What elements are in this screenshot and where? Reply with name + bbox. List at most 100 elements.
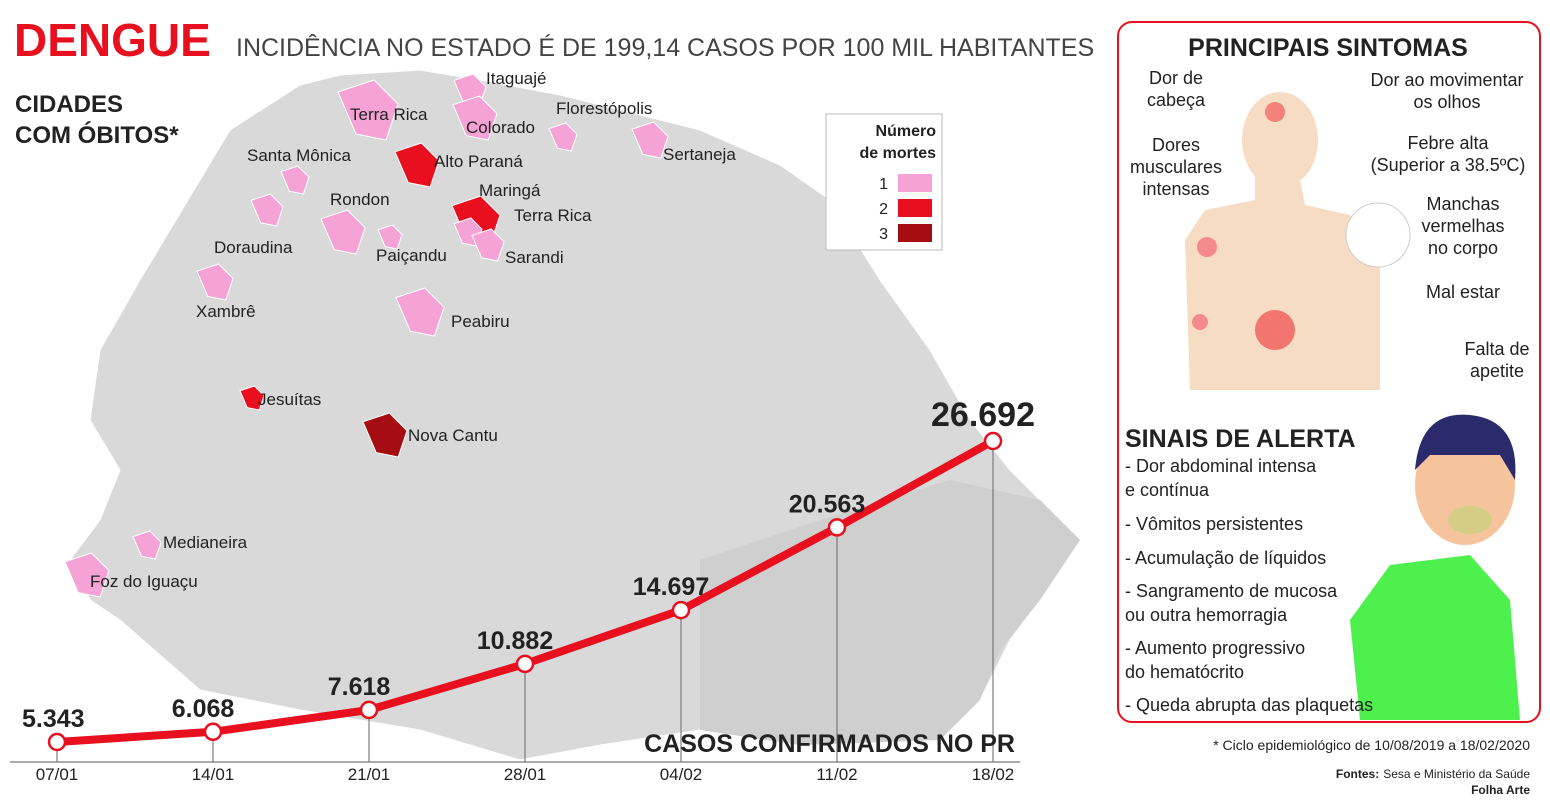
city-shape [377,224,403,250]
value-label: 14.697 [633,573,709,601]
alert-item-line: - Queda abrupta das plaquetas [1125,695,1373,715]
city-label: Medianeira [163,533,248,552]
symptom-label-line: Dor ao movimentar [1370,70,1523,90]
point [983,431,1003,451]
city-label: Doraudina [214,238,293,257]
city-label: Santa Mônica [247,146,351,165]
symptom-label-line: Dor de [1149,68,1203,88]
legend-label: 3 [879,226,888,243]
city-shape [196,263,234,301]
x-tick-label: 28/01 [504,765,547,784]
legend-title: Número de mortes [860,123,937,162]
sources-text: Sesa e Ministério da Saúde [1383,767,1530,781]
point [671,600,691,620]
x-tick-label: 18/02 [972,765,1015,784]
alert-item: - Aumento progressivo do hematócrito [1125,638,1305,682]
point [515,654,535,674]
person-figure [1350,414,1520,720]
alert-item-line: - Vômitos persistentes [1125,514,1303,534]
symptom-label: Dor de cabeça [1147,68,1206,110]
city-shape [471,228,505,262]
point [359,700,379,720]
alert-item-line: do hematócrito [1125,662,1244,682]
city-shape [320,209,366,255]
city-label: Terra Rica [514,206,592,225]
symptom-label-line: Dores [1152,135,1200,155]
value-label: 10.882 [477,627,553,655]
symptom-label-line: cabeça [1147,90,1206,110]
alert-item-line: - Acumulação de líquidos [1125,548,1326,568]
city-shape [132,530,162,560]
city-shape [337,79,399,141]
symptom-label: Falta de apetite [1464,339,1529,381]
point [203,722,223,742]
city-shape [395,287,445,337]
alert-item: - Queda abrupta das plaquetas [1125,695,1373,715]
footnote: * Ciclo epidemiológico de 10/08/2019 a 1… [1213,737,1530,753]
city-label: Itaguajé [486,69,547,88]
city-label: Maringá [479,181,541,200]
credit: Folha Arte [1471,783,1530,797]
legend-title-line: de mortes [860,145,937,162]
symptom-label-line: os olhos [1413,92,1480,112]
symptom-label: Manchas vermelhas no corpo [1421,194,1504,258]
point [47,732,67,752]
sources-label: Fontes: [1336,767,1379,781]
symptom-label: Dores musculares intensas [1130,135,1222,199]
alert-item-line: e contínua [1125,480,1210,500]
alert-item-line: - Sangramento de mucosa [1125,581,1338,601]
legend-label: 1 [879,176,888,193]
city-shape [631,121,669,159]
symptom-label: Mal estar [1426,282,1500,302]
city-shape [394,142,440,188]
city-label: Sarandi [505,248,564,267]
city-label: Paiçandu [376,246,447,265]
city-label: Xambrê [196,302,256,321]
city-shape [280,165,310,195]
alert-item-line: - Aumento progressivo [1125,638,1305,658]
city-shape [250,193,284,227]
symptom-label-line: intensas [1142,179,1209,199]
title: DENGUE [14,14,211,66]
alert-item: - Acumulação de líquidos [1125,548,1326,568]
city-shape [548,122,578,152]
legend-swatch [898,174,932,192]
legend-swatch [898,224,932,242]
x-tick-label: 04/02 [660,765,703,784]
value-label: 26.692 [931,396,1035,434]
city-label: Rondon [330,190,390,209]
sources: Fontes: Sesa e Ministério da Saúde [1336,767,1530,781]
legend-swatch [898,199,932,217]
x-tick-label: 21/01 [348,765,391,784]
value-label: 6.068 [172,695,235,723]
city-label: Jesuítas [258,390,321,409]
symptom-label: Febre alta (Superior a 38.5ºC) [1371,133,1526,175]
map-heading-line: CIDADES [15,91,123,118]
city-shape [239,385,265,411]
x-tick-label: 14/01 [192,765,235,784]
city-label: Alto Paraná [434,152,523,171]
alert-item-line: - Dor abdominal intensa [1125,456,1317,476]
body-figure [1185,92,1411,390]
city-label: Colorado [466,118,535,137]
map-heading-line: COM ÓBITOS* [15,121,179,149]
city-label: Nova Cantu [408,426,498,445]
alert-item: - Vômitos persistentes [1125,514,1303,534]
symptoms-title: PRINCIPAIS SINTOMAS [1188,34,1468,62]
value-label: 20.563 [789,490,865,518]
alert-item-line: ou outra hemorragia [1125,605,1288,625]
city-shape [64,552,110,598]
symptom-label: Dor ao movimentar os olhos [1370,70,1523,112]
x-tick-label: 11/02 [816,765,857,784]
city-label: Terra Rica [350,105,428,124]
symptom-label-line: apetite [1470,361,1524,381]
symptom-label-line: Febre alta [1407,133,1489,153]
legend-title-line: Número [876,123,937,140]
value-label: 7.618 [328,673,391,701]
alert-item: - Dor abdominal intensa e contínua [1125,456,1317,500]
city-shape [452,95,498,141]
city-label: Florestópolis [556,99,652,118]
symptom-label-line: Mal estar [1426,282,1500,302]
point [827,518,847,537]
